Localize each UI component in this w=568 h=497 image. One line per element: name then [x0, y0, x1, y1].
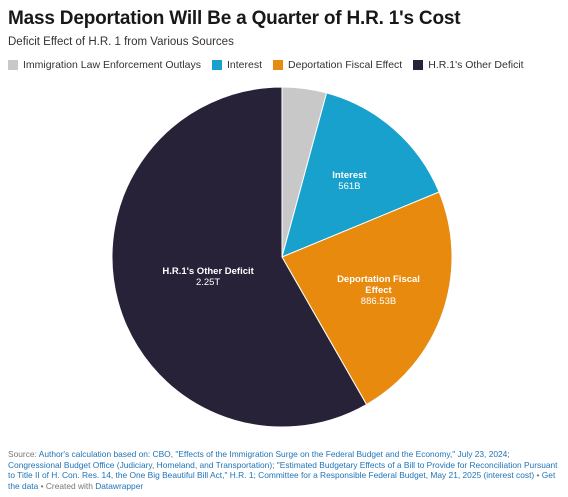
slice-name-label: H.R.1's Other Deficit	[162, 266, 254, 277]
legend-label: H.R.1's Other Deficit	[428, 59, 524, 71]
slice-name-label: Effect	[365, 285, 392, 296]
pie-slice[interactable]	[281, 191, 453, 406]
footer-separator: •	[536, 470, 540, 481]
chart-subtitle: Deficit Effect of H.R. 1 from Various So…	[8, 36, 234, 48]
legend-item: Immigration Law Enforcement Outlays	[8, 59, 201, 71]
slice-value-label: 886.53B	[361, 296, 396, 307]
legend-item: Interest	[212, 59, 262, 71]
legend-swatch	[8, 60, 18, 70]
legend-label: Immigration Law Enforcement Outlays	[23, 59, 201, 71]
chart-title: Mass Deportation Will Be a Quarter of H.…	[8, 8, 461, 29]
legend-item: H.R.1's Other Deficit	[413, 59, 524, 71]
legend-label: Interest	[227, 59, 263, 71]
slice-value-label: 2.25T	[196, 277, 220, 288]
slice-name-label: Interest	[332, 170, 367, 181]
created-with-text: Created with	[45, 480, 93, 491]
legend-label: Deportation Fiscal Effect	[288, 59, 403, 71]
legend-swatch	[273, 60, 284, 70]
chart-legend: Immigration Law Enforcement Outlays Inter…	[8, 59, 535, 71]
slice-name-label: Deportation Fiscal	[337, 274, 420, 285]
pie-slice[interactable]	[281, 92, 440, 258]
datawrapper-link[interactable]: Datawrapper	[95, 480, 144, 491]
slice-value-label: 561B	[338, 181, 360, 192]
source-text[interactable]: Author's calculation based on: CBO, "Eff…	[8, 449, 558, 481]
source-prefix: Source:	[8, 449, 37, 459]
legend-swatch	[212, 60, 222, 70]
legend-swatch	[413, 60, 424, 70]
footer-separator-2: •	[40, 480, 44, 491]
chart-footer: Source: Author's calculation based on: C…	[8, 449, 560, 491]
get-data-link[interactable]: Get the data	[8, 470, 556, 491]
legend-item: Deportation Fiscal Effect	[273, 59, 402, 71]
pie-slice[interactable]	[111, 86, 368, 428]
